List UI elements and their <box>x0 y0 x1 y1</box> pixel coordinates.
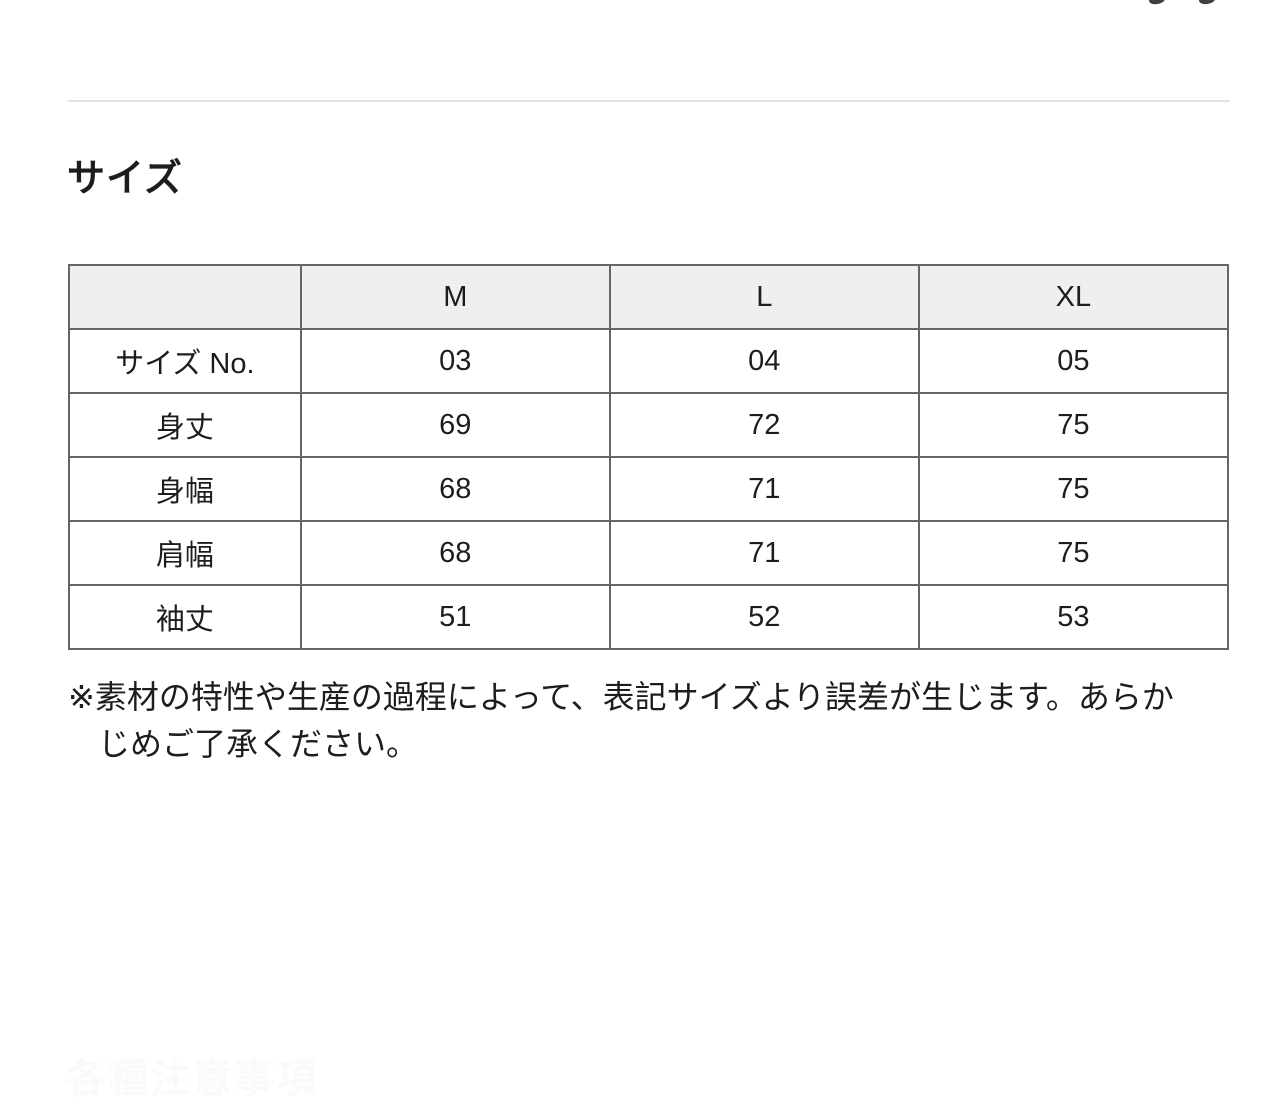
cropped-text-remnant-icon <box>1198 0 1216 6</box>
table-row-body-length: 身丈 69 72 75 <box>68 392 1230 458</box>
cell-value: 03 <box>299 328 611 394</box>
cell-value: 05 <box>917 328 1230 394</box>
column-header-m: M <box>299 264 611 330</box>
table-row-sleeve-length: 袖丈 51 52 53 <box>68 584 1230 650</box>
note-line-2: じめご了承ください。 <box>98 726 419 762</box>
cell-value: 71 <box>608 456 920 522</box>
cell-value: 51 <box>299 584 611 650</box>
row-label: 袖丈 <box>68 584 302 650</box>
cell-value: 75 <box>917 456 1230 522</box>
note-line-1: ※素材の特性や生産の過程によって、表記サイズより誤差が生じます。あらか <box>68 679 1174 715</box>
column-header-l: L <box>608 264 920 330</box>
cell-value: 72 <box>608 392 920 458</box>
cell-value: 71 <box>608 520 920 586</box>
row-label: 身丈 <box>68 392 302 458</box>
row-label: サイズ No. <box>68 328 302 394</box>
size-disclaimer-note: ※素材の特性や生産の過程によって、表記サイズより誤差が生じます。あらか じめご了… <box>68 674 1232 768</box>
cell-value: 75 <box>917 520 1230 586</box>
cropped-text-remnant-icon <box>1148 0 1166 6</box>
cell-value: 68 <box>299 520 611 586</box>
column-header-xl: XL <box>917 264 1230 330</box>
cell-value: 04 <box>608 328 920 394</box>
table-row-body-width: 身幅 68 71 75 <box>68 456 1230 522</box>
cell-value: 52 <box>608 584 920 650</box>
row-label: 肩幅 <box>68 520 302 586</box>
column-header-blank <box>68 264 302 330</box>
row-label: 身幅 <box>68 456 302 522</box>
cell-value: 75 <box>917 392 1230 458</box>
cell-value: 53 <box>917 584 1230 650</box>
table-row-size-no: サイズ No. 03 04 05 <box>68 328 1230 394</box>
next-section-heading-faint: 各種注意事項 <box>66 1057 318 1101</box>
cell-value: 69 <box>299 392 611 458</box>
cell-value: 68 <box>299 456 611 522</box>
size-table-header-row: M L XL <box>68 264 1230 330</box>
table-row-shoulder-width: 肩幅 68 71 75 <box>68 520 1230 586</box>
size-section-title: サイズ <box>67 158 183 200</box>
size-table: M L XL サイズ No. 03 04 05 身丈 69 72 75 身幅 6… <box>68 264 1230 650</box>
section-divider <box>68 100 1230 102</box>
